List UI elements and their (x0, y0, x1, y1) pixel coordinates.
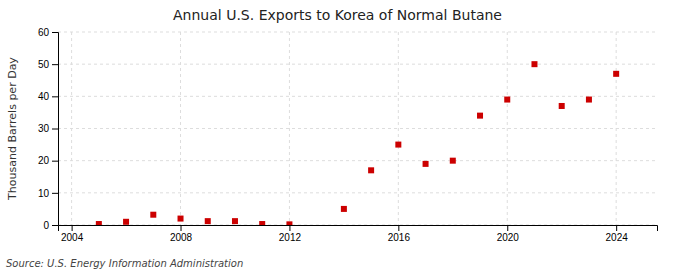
x-axis-line (59, 226, 658, 232)
x-tick-label: 2008 (170, 232, 193, 243)
y-tick: 50 (38, 59, 58, 70)
y-tick: 10 (38, 188, 58, 199)
point (477, 113, 483, 119)
grid-line-x (616, 32, 617, 225)
point (205, 218, 211, 224)
point (613, 71, 619, 77)
source: Source: U.S. Energy Information Administ… (6, 258, 243, 269)
point (368, 167, 374, 173)
point (150, 212, 156, 218)
x-tick-label: 2020 (497, 232, 520, 243)
y-tick-mark (52, 129, 58, 130)
x-tick-label: 2004 (61, 232, 84, 243)
grid-line-x (507, 32, 508, 225)
y-tick: 40 (38, 91, 58, 102)
x-tick-mark (507, 225, 508, 231)
y-tick: 0 (43, 220, 58, 231)
grid-line-x (289, 32, 290, 225)
y-tick-mark (52, 225, 58, 226)
point (341, 206, 347, 212)
grid-line-x (180, 32, 181, 225)
point (96, 221, 102, 225)
point (259, 221, 265, 225)
x-tick-mark (289, 225, 290, 231)
y-tick-label: 0 (43, 220, 49, 231)
x-tick-mark (72, 225, 73, 231)
x-tick: 2008 (170, 225, 193, 243)
y-axis: 0 10 20 30 40 50 60 (38, 27, 59, 231)
y-tick-mark (52, 32, 58, 33)
grid-line-y (58, 160, 657, 161)
grid-line-y (58, 128, 657, 129)
x-tick-mark (616, 225, 617, 231)
x-tick-label: 2024 (606, 232, 629, 243)
points (96, 61, 619, 225)
y-tick-label: 50 (38, 59, 50, 70)
title: Annual U.S. Exports to Korea of Normal B… (173, 7, 502, 23)
point (504, 97, 510, 103)
grid-line-y (58, 192, 657, 193)
x-tick: 2016 (388, 225, 411, 243)
y-tick-mark (52, 64, 58, 65)
y-tick-mark (52, 161, 58, 162)
point (559, 103, 565, 109)
point (123, 219, 129, 225)
y-tick: 60 (38, 27, 58, 38)
grid-line-x (398, 32, 399, 225)
x-axis: 2004 2008 2012 2016 2020 2024 (59, 225, 658, 243)
y-tick-label: 20 (38, 155, 50, 166)
point (232, 218, 238, 224)
point (395, 142, 401, 148)
y-tick-mark (52, 96, 58, 97)
grid-line-y (58, 96, 657, 97)
x-tick: 2020 (497, 225, 520, 243)
x-tick-label: 2016 (388, 232, 411, 243)
grid-line-y (58, 64, 657, 65)
x-tick-mark (398, 225, 399, 231)
y-tick-label: 10 (38, 188, 50, 199)
y-tick-label: 30 (38, 123, 50, 134)
point (531, 61, 537, 67)
point (178, 216, 184, 222)
x-tick: 2012 (279, 225, 302, 243)
grid (58, 32, 657, 225)
x-tick: 2004 (61, 225, 84, 243)
point (450, 158, 456, 164)
point (286, 221, 292, 225)
point (586, 97, 592, 103)
y-tick-label: 60 (38, 27, 50, 38)
grid-line-x (71, 32, 72, 225)
point (423, 161, 429, 167)
grid-line-y (58, 32, 657, 33)
x-tick: 2024 (606, 225, 629, 243)
y-tick-mark (52, 193, 58, 194)
y-axis-label: Thousand Barrels per Day (6, 57, 19, 201)
x-tick-mark (181, 225, 182, 231)
y-tick-label: 40 (38, 91, 50, 102)
y-tick: 30 (38, 123, 58, 134)
x-tick-label: 2012 (279, 232, 302, 243)
plot-area: 2004 2008 2012 2016 2020 2024 0 10 20 30 40 50 60 (38, 27, 658, 243)
y-axis-line (52, 33, 59, 226)
chart: 2004 2008 2012 2016 2020 2024 0 10 20 30 40 50 60 Ann… (0, 0, 675, 275)
y-tick: 20 (38, 155, 58, 166)
